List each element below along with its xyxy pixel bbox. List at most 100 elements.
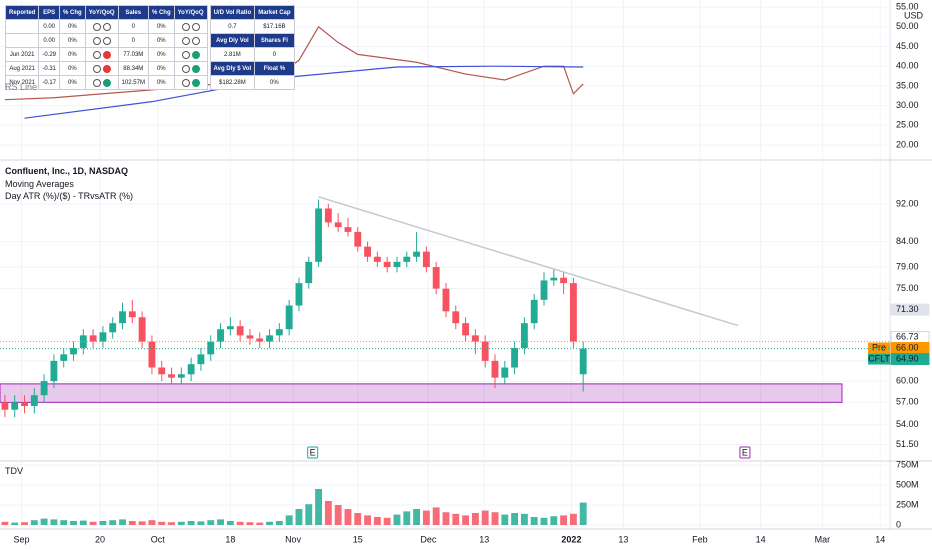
volume-bar [560,515,568,525]
price-label: 64.90 [896,353,919,363]
event-marker [307,446,319,459]
volume-bar [452,513,460,525]
stats-row: $182.28M 0% [209,75,295,90]
stats-cell: 0% [254,75,295,90]
cell: 0% [59,75,86,90]
x-tick-label: Nov [285,534,302,544]
table-row: Jun 2021 -0.29 0% 77.03M 0% [4,47,208,62]
status-dot [92,64,101,73]
y-tick-label: 51.50 [896,439,919,449]
volume-bar [413,509,421,525]
candle-body [393,261,401,268]
volume-bar [491,512,499,525]
candle-body [530,299,538,324]
volume-bar [1,521,9,525]
candle-body [315,208,322,262]
header-cell: % Chg [147,5,175,20]
table-row: Nov 2021 -0.17 0% 102.57M 0% [4,75,208,90]
volume-bar [540,517,548,525]
candle-body [246,335,254,339]
cell [84,47,119,62]
volume-bar [79,520,87,525]
candle-body [334,222,342,228]
status-dot [102,64,111,73]
candle-body [158,367,166,375]
volume-bar [89,521,97,525]
volume-bar [148,520,156,525]
volume-bar [197,521,205,525]
y-tick-label: 55.00 [896,1,919,11]
price-title: Confluent, Inc., 1D, NASDAQ [5,166,129,176]
header-cell: Reported [4,5,40,20]
stats-cell: 0.7 [209,19,256,34]
status-dot [102,22,111,31]
cell [173,19,208,34]
cell: 0 [117,33,149,48]
candle-body [491,360,499,378]
volume-bar [256,522,264,525]
status-dot [181,50,190,59]
candle-body [256,338,264,342]
cell: 0 [117,19,149,34]
volume-bar [168,522,175,525]
volume-bar [70,521,77,525]
stats-cell: Avg Dly Vol [209,33,256,48]
candle-body [217,329,224,342]
candle-body [422,251,430,268]
cell [173,75,208,90]
stats-row: 2.81M 0 [209,47,295,62]
status-dot [191,50,200,59]
cell: -0.31 [38,61,61,76]
candle-body [207,341,215,355]
candle-body [168,374,175,378]
candle-body [501,367,509,378]
volume-bar [236,521,244,525]
stats-row: 0.7 $17.16B [209,19,295,34]
candle-body [452,311,460,324]
candle-body [520,323,528,348]
candle-body [550,277,558,281]
cell: 0.00 [38,33,61,48]
volume-bar [158,521,166,525]
candle-body [138,317,146,342]
volume-bar [511,513,519,525]
y-tick-label: 60.00 [896,375,919,385]
volume-bar [324,501,332,525]
y-tick-label: 54.00 [896,419,919,429]
stats-cell: Market Cap [254,5,295,20]
volume-bar [21,522,28,525]
cell: Jun 2021 [4,47,40,62]
candle-body [128,311,136,318]
status-dot [102,36,111,45]
volume-bar [403,511,411,525]
y-tick-label: 40.00 [896,61,919,71]
y-tick-label: 92.00 [896,198,919,208]
status-dot [191,64,200,73]
x-tick-label: 14 [756,534,766,544]
y-tick-label: 79.00 [896,261,919,271]
candle-body [30,395,38,407]
price-tag: Pre [872,342,886,352]
volume-bar [383,517,391,525]
volume-bar [285,515,293,525]
cell: 0% [59,61,86,76]
cell [173,47,208,62]
cell: Aug 2021 [4,61,40,76]
volume-bar [60,520,68,525]
candle-body [481,341,489,361]
cell: 0% [147,47,175,62]
rs-legend: RS Line [5,82,38,92]
indicator-label: Day ATR (%)/($) - TRvsATR (%) [5,191,133,201]
cell: -0.29 [38,47,61,62]
volume-bar [138,521,146,525]
volume-bar [442,512,450,525]
cell: Nov 2021 [4,75,40,90]
volume-bar [217,519,224,525]
candle-body [226,326,234,330]
candle-body [177,374,185,378]
volume-bar [501,514,509,525]
cell: 0% [147,61,175,76]
y-tick-label: 750M [896,459,919,469]
candle-body [275,329,283,336]
